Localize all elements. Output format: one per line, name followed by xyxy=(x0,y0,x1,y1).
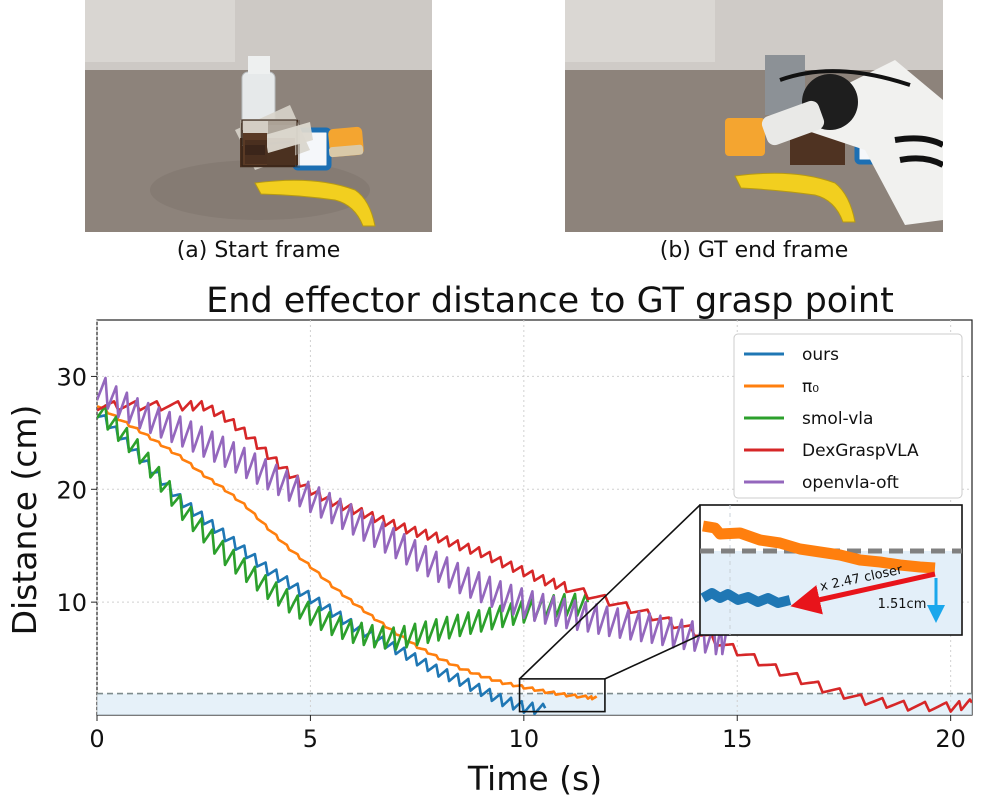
legend-label-2: smol-vla xyxy=(802,409,873,429)
x-tick-label: 20 xyxy=(935,725,966,753)
chart-title: End effector distance to GT grasp point xyxy=(206,281,894,321)
gt-end-frame-photo xyxy=(565,0,943,232)
legend-box xyxy=(733,333,963,499)
start-frame-photo xyxy=(85,0,432,232)
x-tick-label: 0 xyxy=(89,725,104,753)
x-tick-label: 15 xyxy=(722,725,753,753)
closer-arrow xyxy=(790,571,936,615)
legend-label-1: π₀ xyxy=(802,377,819,397)
zoom-connector xyxy=(519,504,701,680)
series-line-1 xyxy=(97,405,598,701)
caption-start-frame: (a) Start frame xyxy=(176,238,341,263)
zoom-connector xyxy=(604,634,701,680)
x-tick-label: 5 xyxy=(303,725,318,753)
series-line-3 xyxy=(97,400,972,713)
banana xyxy=(254,179,376,227)
legend-label-4: openvla-oft xyxy=(802,473,899,493)
x-axis-label: Time (s) xyxy=(467,759,602,798)
x-tick-label: 10 xyxy=(509,725,540,753)
legend-label-3: DexGraspVLA xyxy=(802,441,919,461)
y-axis-label: Distance (cm) xyxy=(5,405,44,636)
y-tick-label: 10 xyxy=(56,589,87,617)
start-frame-image xyxy=(85,0,432,232)
banana xyxy=(734,172,856,223)
cheese xyxy=(725,118,765,156)
caption-gt-end-frame: (b) GT end frame xyxy=(659,238,849,263)
gt-end-frame-image xyxy=(565,0,943,232)
delta-annotation: 1.51cm xyxy=(878,597,927,612)
inset-series-ours xyxy=(700,588,792,608)
robot-bracket xyxy=(765,55,805,115)
below-threshold-band xyxy=(97,693,972,715)
y-tick-label: 20 xyxy=(56,476,87,504)
y-tick-label: 30 xyxy=(56,363,87,391)
zoom-region xyxy=(518,678,606,713)
legend: ours π₀ smol-vla DexGraspVLA openvla-oft xyxy=(733,333,963,499)
series-line-4 xyxy=(97,376,730,656)
legend-label-0: ours xyxy=(802,345,839,365)
inset-series-pi0 xyxy=(702,520,936,574)
series-line-2 xyxy=(97,404,590,651)
